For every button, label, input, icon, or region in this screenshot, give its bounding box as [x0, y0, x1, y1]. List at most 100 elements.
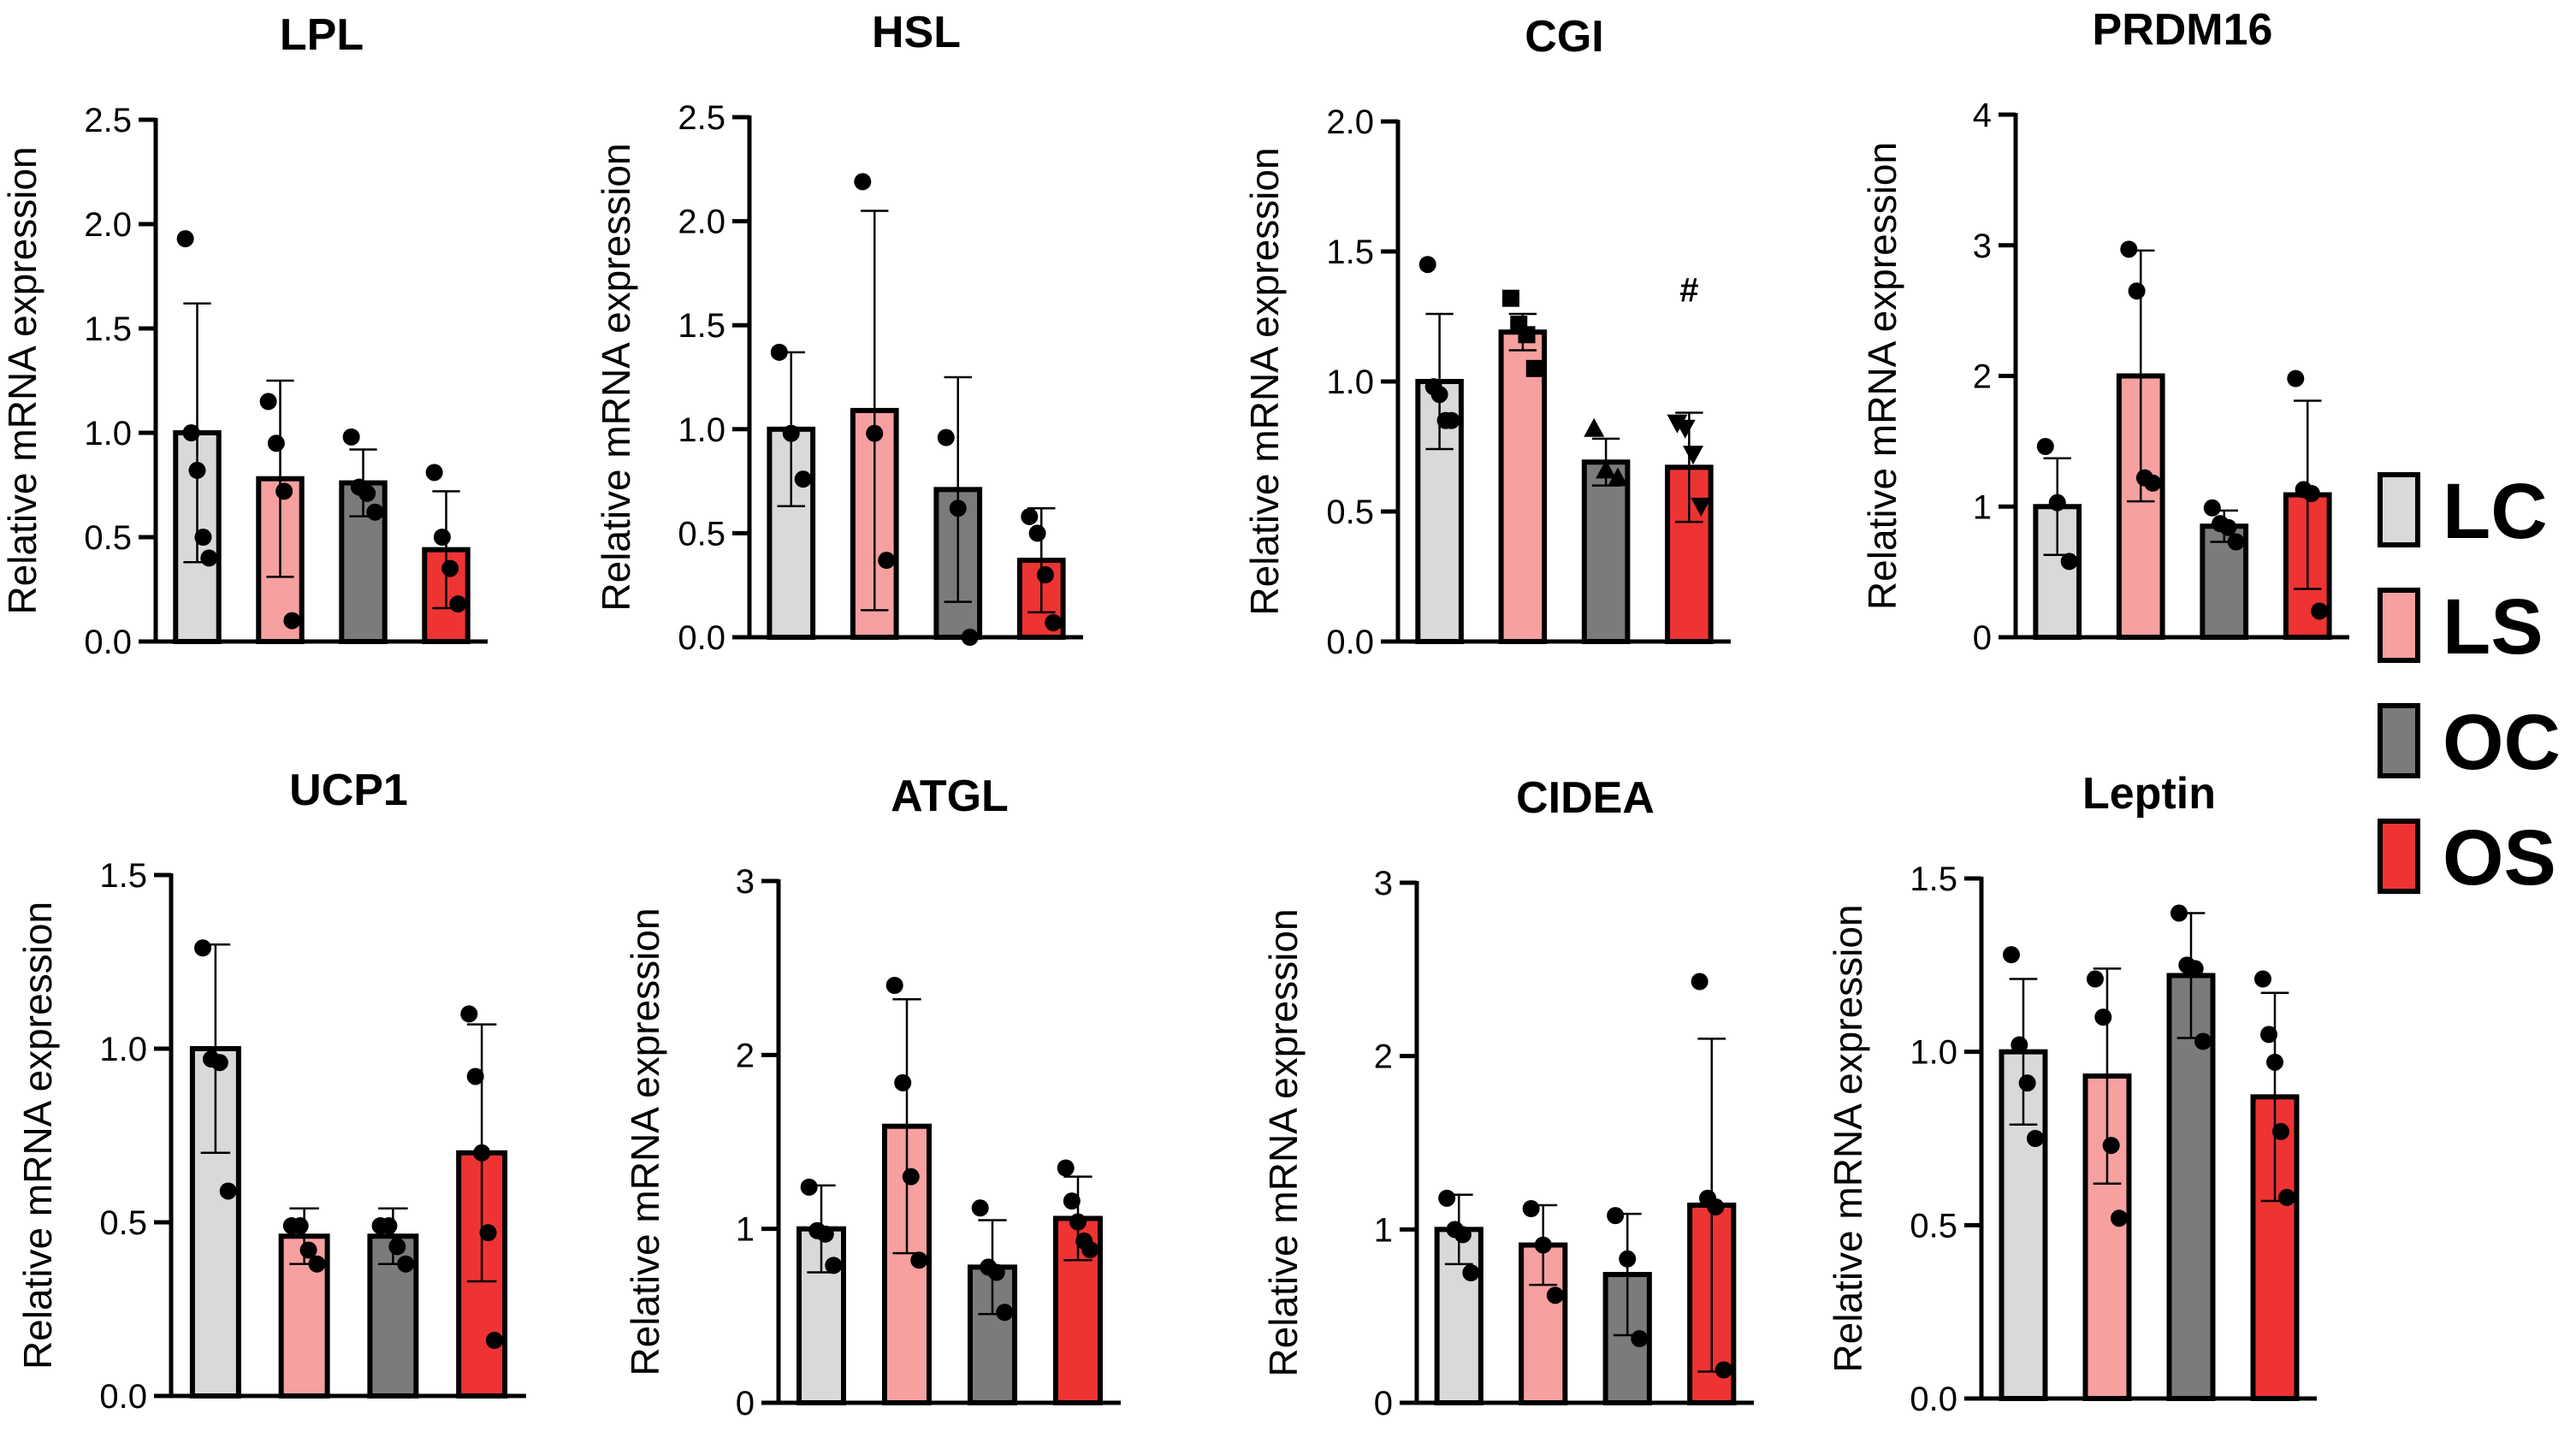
y-tick-label: 0.5	[84, 519, 132, 557]
y-tick-label: 0	[736, 1385, 755, 1422]
data-point	[2272, 1122, 2290, 1140]
data-point	[2203, 499, 2221, 517]
y-tick-label: 2.5	[678, 99, 725, 137]
legend-swatch-ls	[2378, 588, 2420, 663]
data-point	[2186, 960, 2204, 978]
data-point	[275, 482, 293, 500]
data-point	[1045, 613, 1063, 631]
y-tick-label: 1.5	[99, 857, 147, 895]
y-tick-label: 3	[1973, 228, 1992, 265]
legend: LC LS OC OS	[2378, 468, 2561, 902]
data-point	[854, 173, 872, 191]
data-point	[2266, 1053, 2283, 1071]
data-point	[782, 424, 800, 442]
data-point	[1069, 1213, 1087, 1231]
data-point	[2010, 1036, 2028, 1054]
data-point	[2311, 602, 2329, 620]
data-point	[1522, 1200, 1540, 1218]
data-point	[2302, 484, 2320, 502]
data-point	[894, 1073, 912, 1091]
y-tick-label: 1.5	[84, 310, 132, 348]
data-point	[2170, 904, 2188, 922]
data-point	[194, 939, 212, 957]
data-point	[1418, 256, 1436, 274]
chart-panel-lpl: LPL Relative mRNA expression 0.0 0.5 1.0 1.5 2…	[0, 10, 488, 661]
significance-marker: #	[1679, 271, 1698, 309]
data-point	[902, 1168, 920, 1186]
legend-label-os: OS	[2443, 814, 2556, 902]
panel-title: HSL	[872, 8, 961, 57]
y-tick-label: 2	[1973, 358, 1992, 396]
data-point	[2120, 240, 2138, 258]
data-point	[2253, 970, 2271, 988]
data-point	[267, 435, 285, 452]
data-point	[2027, 1130, 2045, 1147]
data-point	[2102, 1137, 2120, 1155]
y-tick-label: 2.0	[1326, 103, 1374, 141]
y-tick-label: 2	[736, 1037, 755, 1074]
chart-panel-hsl: HSL Relative mRNA expression 0.0 0.5 1.0 1.5 2…	[594, 8, 1083, 657]
y-tick-label: 2.5	[84, 102, 132, 139]
bar-ls	[1498, 329, 1548, 644]
legend-label-lc: LC	[2443, 468, 2548, 555]
y-axis-label: Relative mRNA expression	[623, 908, 667, 1375]
data-point	[2227, 533, 2245, 551]
data-point	[308, 1255, 326, 1273]
y-axis-label: Relative mRNA expression	[594, 143, 638, 611]
data-point	[2278, 1188, 2296, 1206]
panel-title: LPL	[280, 10, 364, 60]
data-point	[800, 1178, 818, 1196]
data-point	[2128, 282, 2146, 300]
y-tick-label: 0	[1973, 619, 1992, 657]
y-tick-label: 1.0	[99, 1031, 147, 1068]
data-point	[1534, 1236, 1552, 1254]
y-tick-label: 2	[1374, 1038, 1393, 1076]
y-tick-label: 1.0	[1910, 1034, 1957, 1072]
panel-title: PRDM16	[2093, 5, 2273, 55]
panel-title: CGI	[1525, 12, 1603, 62]
panel-title: CIDEA	[1516, 773, 1655, 823]
data-point	[1501, 289, 1519, 307]
y-axis-label: Relative mRNA expression	[0, 146, 44, 614]
y-tick-label: 1.0	[84, 415, 132, 452]
data-point	[2194, 1032, 2212, 1050]
chart-panel-leptin: Leptin Relative mRNA expression 0.0 0.5 1.0 1…	[1826, 769, 2317, 1418]
data-point	[770, 343, 788, 361]
data-point	[2048, 494, 2066, 512]
y-axis-label: Relative mRNA expression	[15, 902, 60, 1369]
data-point	[479, 1224, 497, 1242]
y-tick-label: 0.5	[1326, 494, 1374, 531]
y-tick-label: 0.0	[84, 624, 132, 661]
data-point	[987, 1263, 1005, 1281]
data-point	[1596, 459, 1617, 479]
y-tick-label: 4	[1973, 97, 1992, 134]
y-tick-label: 0.0	[1326, 624, 1374, 661]
data-point	[949, 500, 967, 517]
data-point	[2259, 1026, 2277, 1044]
y-tick-label: 0	[1374, 1385, 1393, 1422]
y-tick-label: 1.5	[678, 307, 725, 345]
panel-title: Leptin	[2082, 769, 2216, 819]
data-point	[1619, 1250, 1637, 1268]
data-point	[878, 552, 896, 570]
y-axis-label: Relative mRNA expression	[1261, 908, 1306, 1376]
data-point	[866, 424, 884, 442]
data-point	[466, 1067, 484, 1085]
data-point	[816, 1225, 834, 1243]
data-point	[1525, 359, 1543, 377]
data-point	[299, 1241, 317, 1259]
data-point	[1036, 566, 1054, 584]
data-point	[1691, 973, 1708, 991]
legend-swatch-oc	[2378, 703, 2420, 778]
y-tick-label: 1	[1973, 488, 1992, 526]
y-tick-label: 2.0	[678, 204, 725, 241]
y-tick-label: 0.5	[1910, 1207, 1957, 1245]
data-point	[2287, 370, 2305, 387]
data-point	[425, 464, 443, 482]
data-point	[1063, 1192, 1081, 1210]
data-point	[2144, 474, 2162, 492]
data-point	[1442, 411, 1460, 429]
chart-panel-ucp1: UCP1 Relative mRNA expression 0.0 0.5 1.0 1.5	[15, 766, 526, 1416]
chart-panel-cgi: CGI Relative mRNA expression 0.0 0.5 1.0 1.5 2…	[1242, 12, 1731, 661]
data-point	[971, 1199, 989, 1217]
